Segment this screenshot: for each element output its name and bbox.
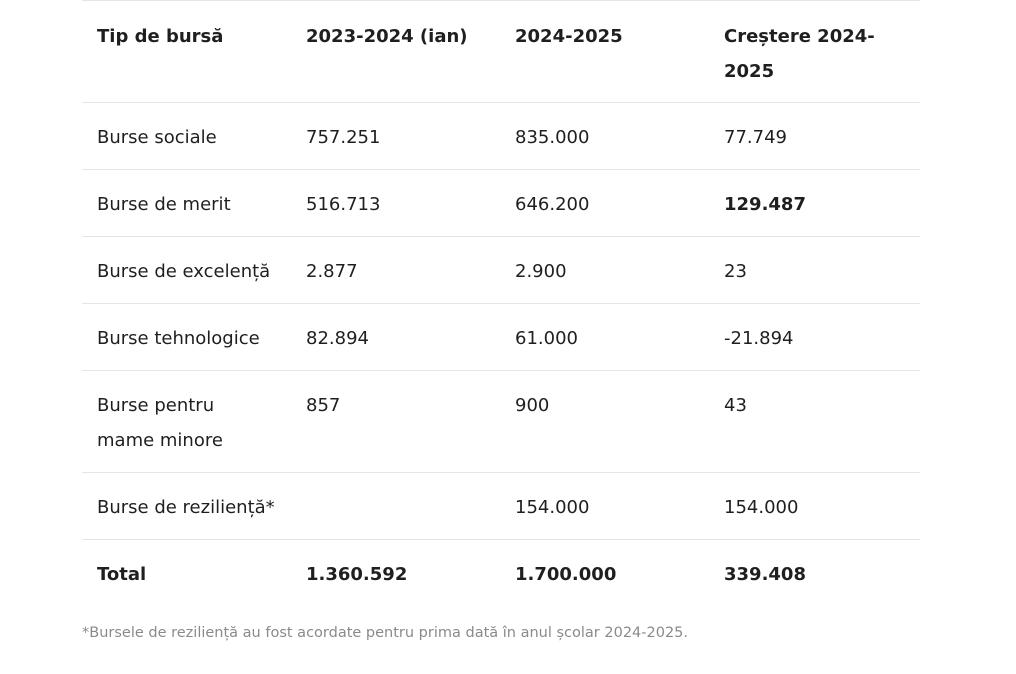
scholarship-table-container: Tip de bursă 2023-2024 (ian) 2024-2025 C… bbox=[82, 0, 920, 606]
table-row: Burse sociale 757.251 835.000 77.749 bbox=[82, 102, 920, 170]
total-growth: 339.408 bbox=[709, 539, 920, 606]
row-growth: 77.749 bbox=[709, 102, 920, 170]
row-growth-highlight: 129.487 bbox=[709, 169, 920, 237]
scholarship-table: Tip de bursă 2023-2024 (ian) 2024-2025 C… bbox=[82, 0, 920, 606]
row-label: Burse de excelență bbox=[82, 236, 291, 304]
row-label: Burse de reziliență* bbox=[82, 472, 291, 540]
row-value-2023: 516.713 bbox=[291, 169, 500, 237]
table-row: Burse de reziliență* 154.000 154.000 bbox=[82, 472, 920, 540]
table-row: Burse de excelență 2.877 2.900 23 bbox=[82, 236, 920, 304]
table-row: Burse tehnologice 82.894 61.000 -21.894 bbox=[82, 303, 920, 371]
header-growth: Creștere 2024-2025 bbox=[709, 0, 920, 103]
row-label: Burse de merit bbox=[82, 169, 291, 237]
row-value-2023: 757.251 bbox=[291, 102, 500, 170]
row-value-2024: 61.000 bbox=[500, 303, 709, 371]
table-total-row: Total 1.360.592 1.700.000 339.408 bbox=[82, 539, 920, 606]
total-value-2024: 1.700.000 bbox=[500, 539, 709, 606]
row-value-2024: 835.000 bbox=[500, 102, 709, 170]
footnote: *Bursele de reziliență au fost acordate … bbox=[82, 625, 689, 641]
row-label: Burse pentru mame minore bbox=[82, 370, 291, 473]
row-value-2024: 900 bbox=[500, 370, 709, 473]
row-growth: 154.000 bbox=[709, 472, 920, 540]
row-value-2023 bbox=[291, 472, 500, 540]
table-row: Burse de merit 516.713 646.200 129.487 bbox=[82, 169, 920, 237]
row-value-2024: 154.000 bbox=[500, 472, 709, 540]
header-2024-2025: 2024-2025 bbox=[500, 0, 709, 103]
row-label: Burse tehnologice bbox=[82, 303, 291, 371]
row-growth: -21.894 bbox=[709, 303, 920, 371]
table-row: Burse pentru mame minore 857 900 43 bbox=[82, 370, 920, 473]
row-growth: 23 bbox=[709, 236, 920, 304]
row-value-2024: 646.200 bbox=[500, 169, 709, 237]
total-value-2023: 1.360.592 bbox=[291, 539, 500, 606]
row-value-2023: 82.894 bbox=[291, 303, 500, 371]
header-2023-2024: 2023-2024 (ian) bbox=[291, 0, 500, 103]
row-value-2023: 2.877 bbox=[291, 236, 500, 304]
row-value-2023: 857 bbox=[291, 370, 500, 473]
row-label: Burse sociale bbox=[82, 102, 291, 170]
total-label: Total bbox=[82, 539, 291, 606]
row-value-2024: 2.900 bbox=[500, 236, 709, 304]
row-growth: 43 bbox=[709, 370, 920, 473]
table-header-row: Tip de bursă 2023-2024 (ian) 2024-2025 C… bbox=[82, 0, 920, 103]
header-type: Tip de bursă bbox=[82, 0, 291, 103]
